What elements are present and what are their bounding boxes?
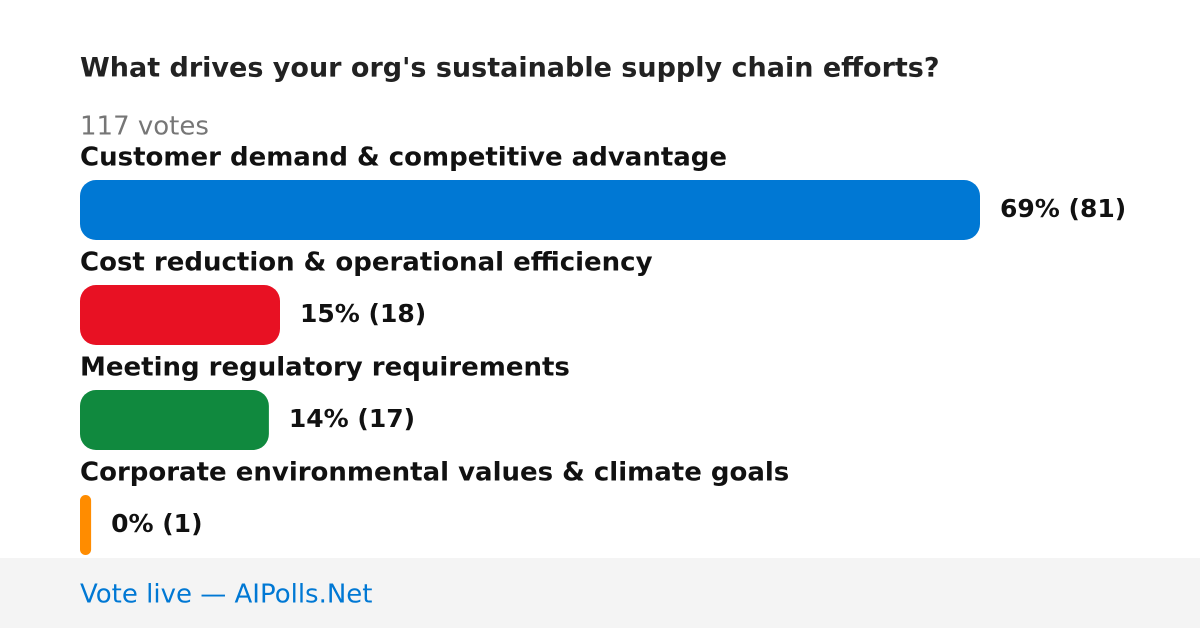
vote-count: 117 votes — [80, 112, 209, 142]
option-label: Meeting regulatory requirements — [80, 353, 570, 383]
bar — [80, 180, 980, 240]
footer-link[interactable]: Vote live — AIPolls.Net — [80, 580, 373, 610]
poll-title: What drives your org's sustainable suppl… — [80, 53, 940, 84]
value-label: 15% (18) — [300, 299, 426, 328]
bar — [80, 285, 280, 345]
bar — [80, 390, 269, 450]
option-label: Customer demand & competitive advantage — [80, 143, 727, 173]
option-label: Corporate environmental values & climate… — [80, 458, 789, 488]
option-label: Cost reduction & operational efficiency — [80, 248, 653, 278]
value-label: 69% (81) — [1000, 194, 1126, 223]
value-label: 0% (1) — [111, 509, 202, 538]
bar — [80, 495, 92, 555]
footer-bar — [0, 558, 1200, 628]
value-label: 14% (17) — [289, 404, 415, 433]
